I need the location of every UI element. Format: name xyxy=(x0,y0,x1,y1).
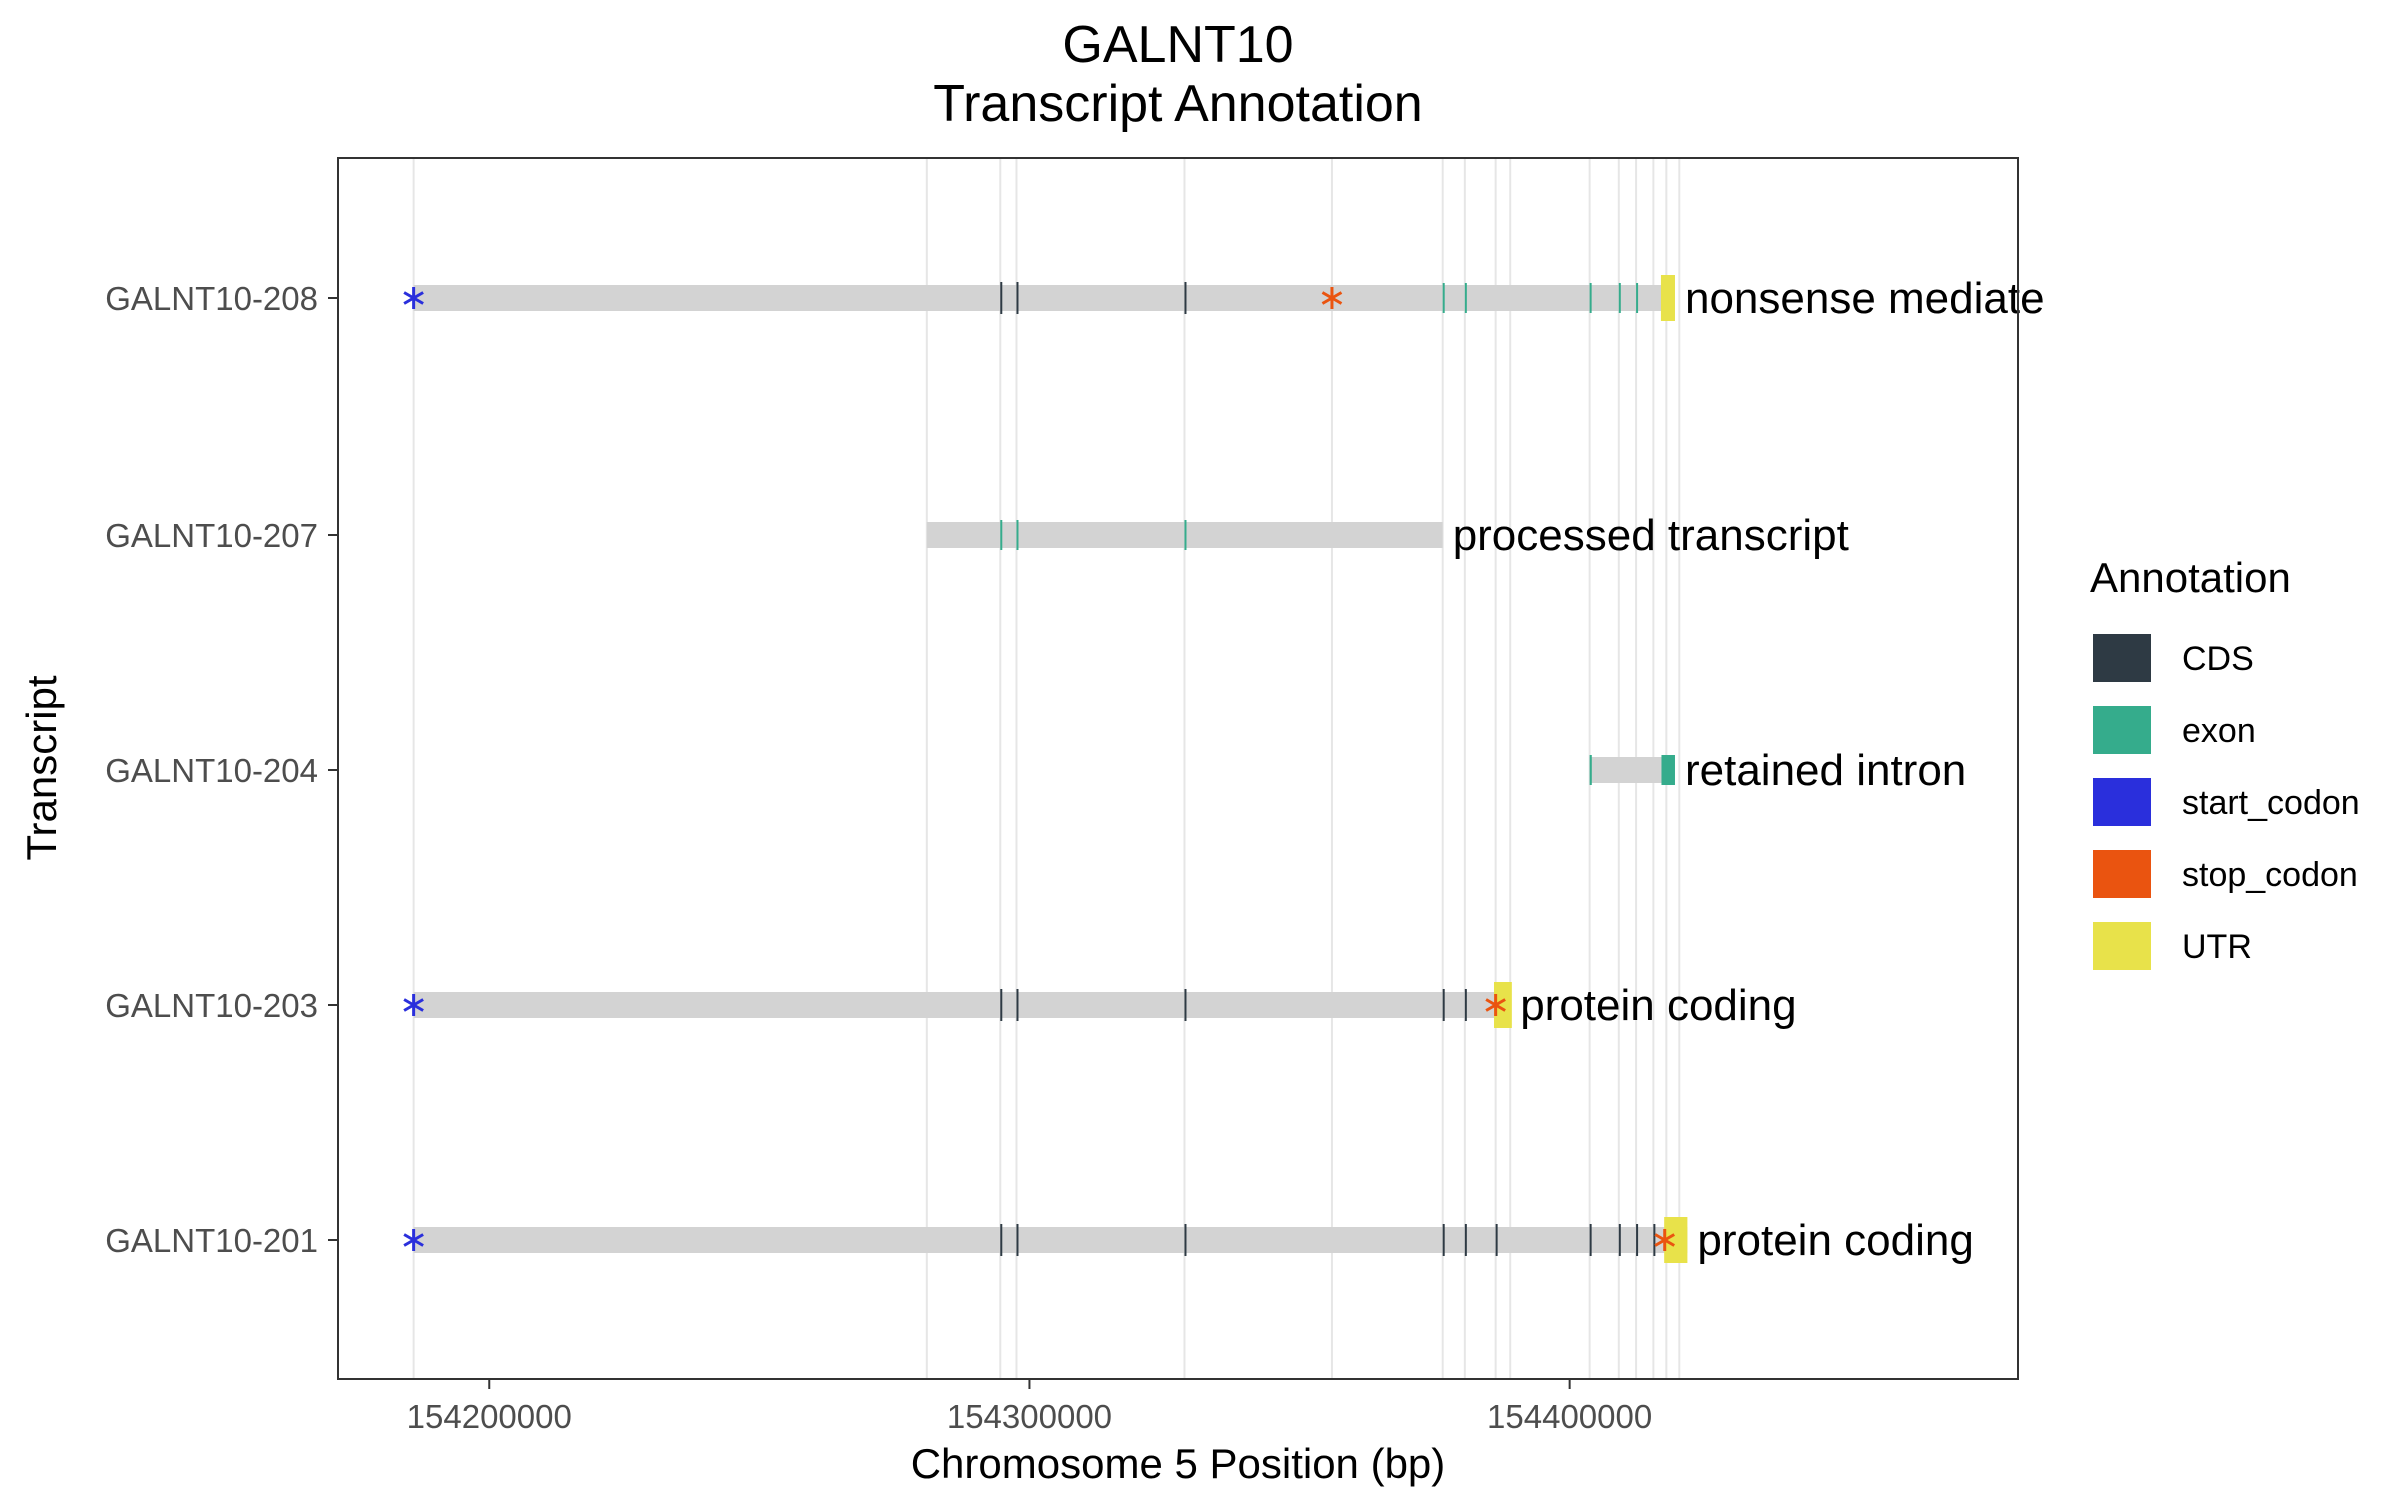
exon-block xyxy=(1184,520,1187,550)
transcript-backbone xyxy=(413,1227,1688,1253)
guide-lines xyxy=(412,158,1681,1379)
legend-label: start_codon xyxy=(2182,784,2360,822)
x-tick-label: 154200000 xyxy=(407,1398,572,1435)
cds-block xyxy=(1464,989,1467,1021)
cds-block xyxy=(1000,989,1003,1021)
y-axis: GALNT10-208 GALNT10-207 GALNT10-204 GALNT10… xyxy=(105,280,338,1259)
legend: Annotation CDS exon start_codon stop_codon U… xyxy=(2090,554,2360,970)
cds-block xyxy=(1618,1224,1621,1256)
cds-block xyxy=(1000,282,1003,314)
biotype-label: protein coding xyxy=(1520,981,1796,1030)
exon-block xyxy=(1661,755,1675,785)
legend-label: UTR xyxy=(2182,928,2252,966)
legend-swatch xyxy=(2093,706,2151,754)
exon-block xyxy=(1016,520,1019,550)
exon-block xyxy=(1589,755,1592,785)
transcript-row xyxy=(1589,755,1675,785)
cds-block xyxy=(1016,1224,1019,1256)
transcript-backbone xyxy=(413,992,1511,1018)
cds-block xyxy=(1184,989,1187,1021)
y-tick-label: GALNT10-207 xyxy=(105,517,318,554)
exon-block xyxy=(1442,283,1445,313)
y-tick-label: GALNT10-204 xyxy=(105,752,318,789)
legend-item: start_codon xyxy=(2093,778,2360,826)
transcript-row xyxy=(403,275,1675,321)
start-codon-marker xyxy=(403,287,424,309)
transcript-row xyxy=(403,1217,1688,1263)
x-axis: 154200000 154300000 154400000 xyxy=(407,1379,1652,1435)
exon-block xyxy=(1589,283,1592,313)
biotype-label: protein coding xyxy=(1697,1216,1973,1265)
cds-block xyxy=(1442,1224,1445,1256)
exon-block xyxy=(1618,283,1621,313)
cds-block xyxy=(1464,1224,1467,1256)
y-tick-label: GALNT10-201 xyxy=(105,1222,318,1259)
legend-swatch xyxy=(2093,778,2151,826)
legend-title: Annotation xyxy=(2090,554,2291,601)
chart-title: GALNT10 xyxy=(1062,16,1293,74)
stop-codon-marker xyxy=(1321,287,1343,309)
legend-swatch xyxy=(2093,850,2151,898)
y-tick-label: GALNT10-208 xyxy=(105,280,318,317)
legend-item: exon xyxy=(2093,706,2256,754)
biotype-label: retained intron xyxy=(1685,746,1966,795)
cds-block xyxy=(1016,282,1019,314)
x-tick-label: 154300000 xyxy=(947,1398,1112,1435)
legend-swatch xyxy=(2093,922,2151,970)
transcript-backbone xyxy=(1589,757,1675,783)
transcript-backbone xyxy=(413,285,1675,311)
transcript-row xyxy=(403,982,1512,1028)
cds-block xyxy=(1184,1224,1187,1256)
legend-item: stop_codon xyxy=(2093,850,2358,898)
stop-codon-marker xyxy=(1654,1229,1675,1251)
legend-item: UTR xyxy=(2093,922,2252,970)
exon-block xyxy=(1000,520,1003,550)
cds-block xyxy=(1000,1224,1003,1256)
legend-label: CDS xyxy=(2182,640,2254,678)
exon-block xyxy=(1636,283,1639,313)
biotype-labels: nonsense mediate processed transcript reta… xyxy=(1453,274,2045,1265)
biotype-label: nonsense mediate xyxy=(1685,274,2045,323)
cds-block xyxy=(1589,1224,1592,1256)
cds-block xyxy=(1184,282,1187,314)
transcript-tracks xyxy=(403,275,1688,1263)
cds-block xyxy=(1495,1224,1498,1256)
cds-block xyxy=(1653,1224,1656,1256)
biotype-label: processed transcript xyxy=(1453,511,1849,560)
utr-block xyxy=(1664,1217,1688,1263)
legend-swatch xyxy=(2093,634,2151,682)
plot-panel-border xyxy=(337,157,2019,1380)
legend-item: CDS xyxy=(2093,634,2254,682)
legend-label: exon xyxy=(2182,712,2256,750)
x-tick-label: 154400000 xyxy=(1487,1398,1652,1435)
stop-codon-marker xyxy=(1485,994,1506,1016)
cds-block xyxy=(1442,989,1445,1021)
cds-block xyxy=(1016,989,1019,1021)
start-codon-marker xyxy=(403,994,424,1016)
x-axis-title: Chromosome 5 Position (bp) xyxy=(911,1440,1446,1487)
y-axis-title: Transcript xyxy=(18,675,65,860)
cds-block xyxy=(1636,1224,1639,1256)
exon-block xyxy=(1464,283,1467,313)
legend-label: stop_codon xyxy=(2182,856,2358,894)
start-codon-marker xyxy=(403,1229,424,1251)
utr-block xyxy=(1494,982,1512,1028)
utr-block xyxy=(1660,275,1675,321)
chart-subtitle: Transcript Annotation xyxy=(933,75,1422,133)
y-tick-label: GALNT10-203 xyxy=(105,987,318,1024)
transcript-row xyxy=(926,520,1443,550)
